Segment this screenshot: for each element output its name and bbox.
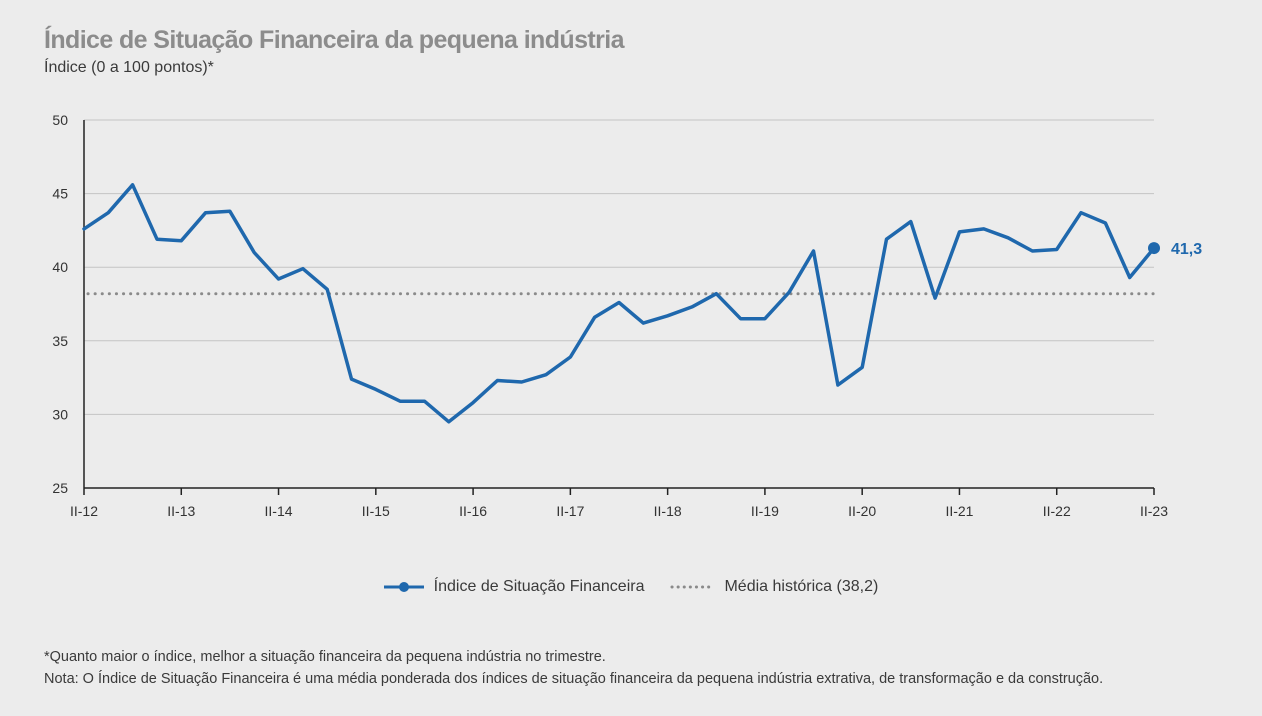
line-chart: 25 30 35 40 45 50 II-12 II-13 II-14 II-15 II-16 II-…	[52, 112, 1202, 519]
data-point-I-14	[252, 250, 256, 254]
x-tick-label-II-21: II-21	[945, 503, 973, 519]
data-point-III-17	[593, 315, 597, 319]
data-point-III-13	[204, 211, 208, 215]
data-point-IV-20	[909, 220, 913, 224]
data-point-IV-17	[617, 301, 621, 305]
x-tick-label-II-22: II-22	[1043, 503, 1071, 519]
x-tick-label-II-23: II-23	[1140, 503, 1168, 519]
data-point-II-14	[277, 277, 281, 281]
x-tick-label-II-12: II-12	[70, 503, 98, 519]
axes	[83, 120, 1155, 495]
data-point-I-17	[544, 373, 548, 377]
data-point-II-20	[860, 365, 864, 369]
footnotes: *Quanto maior o índice, melhor a situaçã…	[44, 646, 1103, 690]
data-point-IV-18	[714, 292, 718, 296]
data-point-IV-14	[325, 287, 329, 291]
x-tick-label-II-17: II-17	[556, 503, 584, 519]
series-line-indice	[82, 183, 1156, 424]
grid-lines	[84, 119, 1154, 415]
data-point-I-22	[1030, 249, 1034, 253]
labels-layer: 25 30 35 40 45 50 II-12 II-13 II-14 II-15 II-16 II-…	[52, 112, 1202, 519]
y-tick-label-40: 40	[52, 259, 68, 275]
x-tick-label-II-18: II-18	[654, 503, 682, 519]
data-point-I-16	[447, 420, 451, 424]
chart-subtitle: Índice (0 a 100 pontos)*	[44, 59, 214, 76]
data-point-III-16	[495, 379, 499, 383]
y-tick-label-30: 30	[52, 406, 68, 422]
y-tick-label-25: 25	[52, 480, 68, 496]
data-point-IV-16	[520, 380, 524, 384]
legend: Índice de Situação Financeira Média hist…	[0, 578, 1262, 596]
data-point-III-12	[106, 211, 110, 215]
end-value-label: 41,3	[1171, 241, 1202, 258]
data-point-II-22	[1055, 248, 1059, 252]
data-point-III-22	[1079, 211, 1083, 215]
y-tick-label-45: 45	[52, 186, 68, 202]
legend-mean-label: Média histórica (38,2)	[724, 578, 879, 595]
data-point-II-18	[666, 314, 670, 318]
data-point-I-15	[350, 377, 354, 381]
x-tick-label-II-20: II-20	[848, 503, 876, 519]
data-point-IV-22	[1103, 221, 1107, 225]
data-point-III-15	[398, 399, 402, 403]
data-point-I-21	[933, 296, 937, 300]
data-point-I-19	[739, 317, 743, 321]
data-point-II-17	[568, 355, 572, 359]
data-point-II-13	[179, 239, 183, 243]
y-tick-label-35: 35	[52, 333, 68, 349]
data-point-II-15	[374, 387, 378, 391]
data-point-IV-21	[1006, 236, 1010, 240]
data-point-III-14	[301, 267, 305, 271]
data-point-I-13	[155, 237, 159, 241]
data-point-II-16	[471, 401, 475, 405]
legend-series-label: Índice de Situação Financeira	[433, 578, 645, 595]
data-point-I-23	[1128, 276, 1132, 280]
data-point-II-21	[957, 230, 961, 234]
data-point-IV-12	[131, 183, 135, 187]
data-point-III-20	[885, 237, 889, 241]
data-point-II-19	[763, 317, 767, 321]
x-tick-label-II-16: II-16	[459, 503, 487, 519]
footnote-2: Nota: O Índice de Situação Financeira é …	[44, 671, 1104, 687]
data-point-III-21	[982, 227, 986, 231]
data-point-IV-15	[422, 399, 426, 403]
legend-series-swatch	[383, 582, 424, 592]
y-tick-label-50: 50	[52, 112, 68, 128]
x-tick-label-II-14: II-14	[265, 503, 293, 519]
chart-title: Índice de Situação Financeira da pequena…	[44, 26, 624, 54]
footnote-1: *Quanto maior o índice, melhor a situaçã…	[44, 649, 606, 665]
data-point-II-23	[1148, 242, 1160, 255]
x-tick-label-II-19: II-19	[751, 503, 779, 519]
data-point-III-19	[787, 290, 791, 294]
data-point-IV-19	[812, 249, 816, 253]
data-point-II-12	[82, 227, 86, 231]
data-point-IV-13	[228, 209, 232, 213]
x-tick-label-II-13: II-13	[167, 503, 195, 519]
data-point-III-18	[690, 305, 694, 309]
x-tick-label-II-15: II-15	[362, 503, 390, 519]
legend-item-mean: Média histórica (38,2)	[670, 578, 878, 596]
data-point-I-18	[641, 321, 645, 325]
data-point-I-20	[836, 383, 840, 387]
legend-item-series: Índice de Situação Financeira	[383, 578, 645, 596]
series-layer	[82, 183, 1160, 424]
legend-mean-swatch	[670, 585, 715, 589]
